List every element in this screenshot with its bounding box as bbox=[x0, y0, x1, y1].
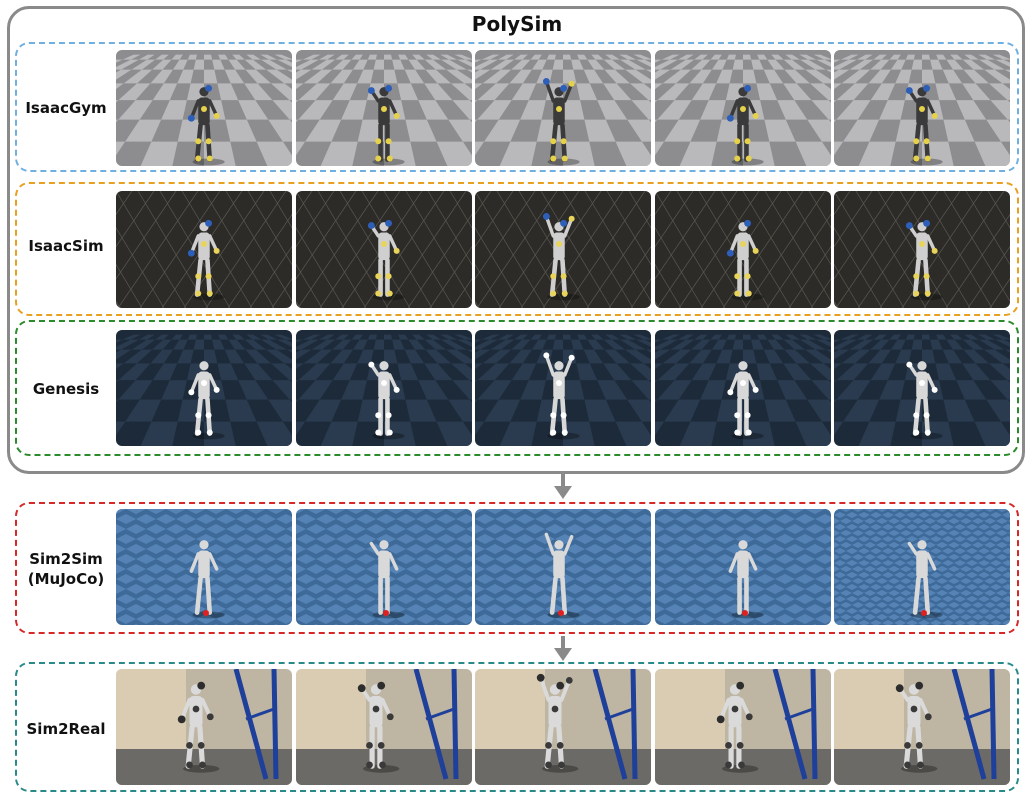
diagram-title: PolySim bbox=[471, 12, 563, 36]
sim-thumbnail bbox=[475, 330, 651, 446]
row-label-sim2real: Sim2Real bbox=[26, 720, 106, 738]
sim-thumbnail bbox=[655, 330, 831, 446]
sim-thumbnail bbox=[655, 191, 831, 308]
sim-thumbnail bbox=[116, 50, 292, 166]
sim-thumbnail bbox=[475, 50, 651, 166]
sim-thumbnail bbox=[655, 50, 831, 166]
row-label-isaacgym: IsaacGym bbox=[25, 99, 107, 117]
sim-thumbnail bbox=[296, 191, 472, 308]
group-sim2sim bbox=[15, 502, 1019, 634]
row-label-sim2sim-line2: (MuJoCo) bbox=[27, 570, 105, 589]
down-arrow-icon bbox=[554, 474, 572, 499]
row-label-genesis: Genesis bbox=[32, 380, 100, 398]
row-label-sim2sim-line1: Sim2Sim bbox=[29, 550, 103, 568]
sim-thumbnail bbox=[296, 509, 472, 625]
sim-thumbnail bbox=[834, 509, 1010, 625]
group-sim2real bbox=[15, 662, 1019, 792]
sim-thumbnail bbox=[116, 191, 292, 308]
polysim-container bbox=[7, 6, 1025, 474]
sim-thumbnail bbox=[296, 330, 472, 446]
sim-thumbnail bbox=[834, 191, 1010, 308]
sim-thumbnail bbox=[655, 669, 831, 785]
sim-thumbnail bbox=[475, 509, 651, 625]
sim-thumbnail bbox=[475, 191, 651, 308]
group-isaacgym bbox=[15, 42, 1019, 172]
down-arrow-icon bbox=[554, 636, 572, 661]
sim-thumbnail bbox=[116, 669, 292, 785]
sim-thumbnail bbox=[834, 330, 1010, 446]
sim-thumbnail bbox=[475, 669, 651, 785]
sim-thumbnail bbox=[116, 509, 292, 625]
group-genesis bbox=[15, 320, 1019, 456]
row-label-isaacsim: IsaacSim bbox=[28, 237, 104, 255]
sim-thumbnail bbox=[296, 50, 472, 166]
sim-thumbnail bbox=[655, 509, 831, 625]
group-isaacsim bbox=[15, 182, 1019, 316]
sim-thumbnail bbox=[296, 669, 472, 785]
sim-thumbnail bbox=[834, 669, 1010, 785]
sim-thumbnail bbox=[116, 330, 292, 446]
row-label-sim2sim: Sim2Sim (MuJoCo) bbox=[17, 549, 115, 590]
sim-thumbnail bbox=[834, 50, 1010, 166]
